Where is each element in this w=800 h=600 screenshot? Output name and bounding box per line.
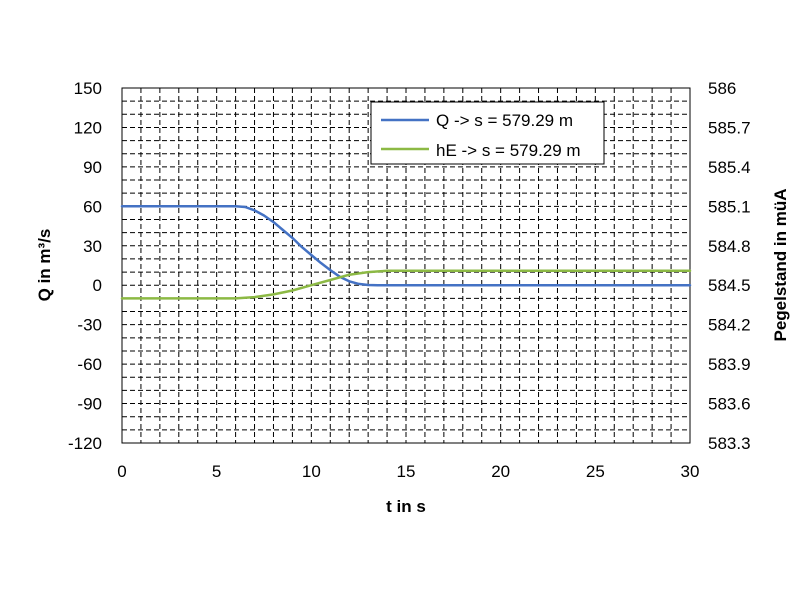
y-tick-label: -60 xyxy=(77,355,102,374)
y-tick-label: -120 xyxy=(68,434,102,453)
legend-label-he: hE -> s = 579.29 m xyxy=(436,141,581,160)
y2-tick-label: 583.9 xyxy=(708,355,751,374)
y-tick-label: -90 xyxy=(77,395,102,414)
y-tick-label: 90 xyxy=(83,158,102,177)
series-line-q xyxy=(120,205,692,287)
y-tick-label: 120 xyxy=(74,118,102,137)
y2-axis-ticks: 586 585.7 585.4 585.1 584.8 584.5 584.2 583.9 58… xyxy=(708,79,751,453)
x-tick-label: 20 xyxy=(491,462,510,481)
y2-tick-label: 585.4 xyxy=(708,158,751,177)
plot-area-border xyxy=(121,87,691,444)
y2-tick-label: 585.1 xyxy=(708,197,751,216)
y2-tick-label: 584.8 xyxy=(708,237,751,256)
series-line-he xyxy=(120,269,692,300)
x-tick-label: 0 xyxy=(117,462,126,481)
y-tick-label: 30 xyxy=(83,237,102,256)
y2-tick-label: 585.7 xyxy=(708,118,751,137)
y2-tick-label: 586 xyxy=(708,79,736,98)
y-tick-label: 60 xyxy=(83,197,102,216)
legend: Q -> s = 579.29 m hE -> s = 579.29 m xyxy=(370,101,605,165)
y-axis-ticks: 150 120 90 60 30 0 -30 -60 -90 -120 xyxy=(68,79,102,453)
legend-label-q: Q -> s = 579.29 m xyxy=(436,111,573,130)
x-tick-label: 30 xyxy=(681,462,700,481)
series-lines xyxy=(120,205,692,300)
x-axis-title: t in s xyxy=(386,497,426,516)
y2-tick-label: 583.6 xyxy=(708,395,751,414)
y2-tick-label: 584.2 xyxy=(708,316,751,335)
x-tick-label: 10 xyxy=(302,462,321,481)
y-tick-label: -30 xyxy=(77,316,102,335)
x-axis-ticks: 0 5 10 15 20 25 30 xyxy=(117,462,699,481)
x-tick-label: 15 xyxy=(397,462,416,481)
y2-tick-label: 584.5 xyxy=(708,276,751,295)
y-tick-label: 150 xyxy=(74,79,102,98)
y-axis-title: Q in m³/s xyxy=(35,229,54,302)
x-tick-label: 25 xyxy=(586,462,605,481)
x-tick-label: 5 xyxy=(212,462,221,481)
y2-axis-title: Pegelstand in müA xyxy=(771,188,790,341)
y2-tick-label: 583.3 xyxy=(708,434,751,453)
legend-box xyxy=(370,101,605,165)
y-tick-label: 0 xyxy=(93,276,102,295)
